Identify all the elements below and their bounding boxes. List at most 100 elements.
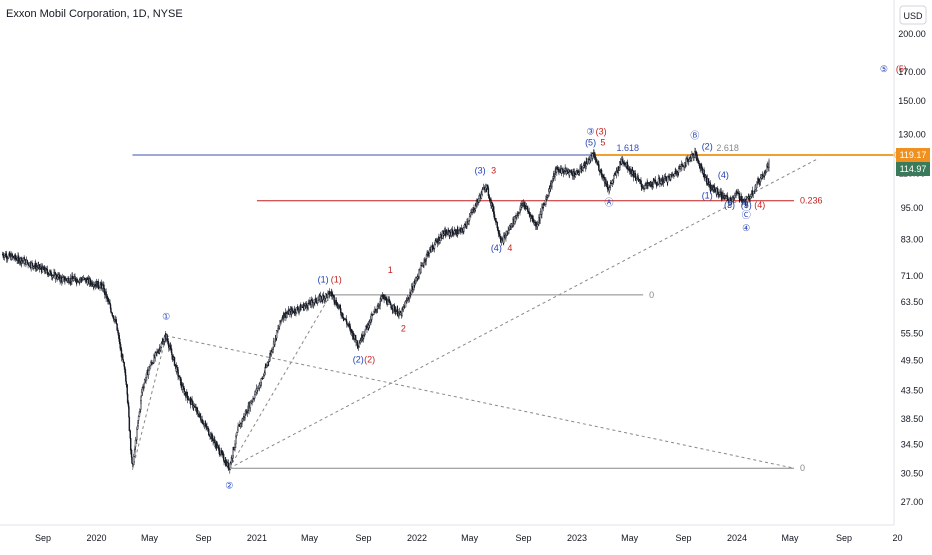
candle-body <box>217 445 220 448</box>
price-axis[interactable]: 200.00170.00150.00130.00110.0095.0083.00… <box>898 29 926 507</box>
candle-body <box>690 157 692 161</box>
candle-body <box>74 277 77 282</box>
candle-body <box>556 166 558 170</box>
y-tick-label: 30.50 <box>901 469 924 479</box>
candle-body <box>205 423 207 427</box>
x-tick-label: Sep <box>515 533 531 543</box>
candle-body <box>242 418 244 422</box>
wave-label: ① <box>162 311 170 321</box>
y-tick-label: 71.00 <box>901 271 924 281</box>
candle-body <box>709 189 712 191</box>
candle-body <box>87 279 89 285</box>
candle-body <box>582 165 585 168</box>
candle-body <box>350 329 353 333</box>
candle-body <box>140 391 143 397</box>
candle-body <box>585 161 588 164</box>
candle-body <box>125 381 127 385</box>
candle-body <box>364 325 367 330</box>
candle-body <box>199 413 201 417</box>
candle-body <box>495 218 497 223</box>
candle-body <box>275 330 278 339</box>
candle-body <box>549 188 551 192</box>
candle-body <box>174 364 177 366</box>
candle-body <box>218 453 221 455</box>
x-tick-label: 2021 <box>247 533 267 543</box>
candle-body <box>280 319 282 322</box>
candle-body <box>312 303 315 305</box>
candle-body <box>329 294 331 296</box>
candle-body <box>99 284 101 289</box>
y-tick-label: 43.50 <box>901 386 924 396</box>
candle-body <box>53 272 55 276</box>
candle-body <box>236 432 238 436</box>
candle-body <box>268 361 270 363</box>
candle-body <box>389 301 391 305</box>
candle-body <box>469 214 471 217</box>
fib-label: 1.618 <box>616 143 639 153</box>
candle-body <box>644 185 646 189</box>
wave-label: (2) <box>353 355 364 365</box>
candle-body <box>126 393 129 403</box>
candle-body <box>191 399 193 402</box>
candle-body <box>457 229 459 235</box>
candle-body <box>128 406 130 418</box>
candle-body <box>449 232 451 236</box>
currency-label: USD <box>903 11 923 21</box>
candle-body <box>393 306 396 312</box>
time-axis[interactable]: Sep 2020 May Sep 2021 May Sep 2022 May Sep 2023 May… <box>35 533 902 543</box>
candle-body <box>533 222 536 225</box>
candle-body <box>30 262 32 268</box>
candle-body <box>647 183 649 186</box>
candle-body <box>303 306 305 310</box>
candle-body <box>423 261 425 266</box>
candle-body <box>722 192 724 199</box>
candle-body <box>660 180 663 184</box>
candle-body <box>371 315 373 320</box>
chart-title: Exxon Mobil Corporation, 1D, NYSE <box>6 8 183 20</box>
candle-body <box>7 257 9 259</box>
candle-body <box>751 190 754 196</box>
wave-label: (5) <box>585 138 596 148</box>
currency-button[interactable]: USD <box>899 5 927 25</box>
candle-body <box>139 409 141 412</box>
x-tick-label: Sep <box>676 533 692 543</box>
candle-body <box>252 398 255 400</box>
candle-body <box>169 345 172 349</box>
price-badge-label: 114.97 <box>900 164 927 174</box>
candle-body <box>361 338 364 340</box>
candle-body <box>670 174 672 180</box>
candle-body <box>516 214 519 216</box>
dashed-trendline <box>166 335 795 469</box>
candle-body <box>18 257 20 263</box>
candle-body <box>129 438 132 451</box>
candle-body <box>496 227 499 231</box>
candle-body <box>696 154 698 159</box>
candle-body <box>172 356 175 358</box>
candle-body <box>501 239 503 241</box>
candle-body <box>116 323 118 331</box>
candle-body <box>676 170 678 175</box>
wave-label: ③ <box>587 127 595 137</box>
x-tick-label: 20 <box>892 533 902 543</box>
x-tick-label: May <box>301 533 319 543</box>
candle-body <box>624 162 626 165</box>
y-tick-label: 49.50 <box>901 355 924 365</box>
candle-body <box>763 172 766 174</box>
candle-body <box>607 188 609 191</box>
candle-body <box>596 161 598 165</box>
dashed-layer <box>131 158 818 470</box>
candle-body <box>108 301 110 304</box>
candle-body <box>62 277 64 282</box>
candle-body <box>488 195 490 199</box>
y-tick-label: 34.50 <box>901 440 924 450</box>
candle-body <box>453 230 456 234</box>
labels-layer: ①②(1) (1)12(2) (2)(3) 3(4) 4③ (3)(5) 5ⒶⒷ(2)(4)… <box>162 64 907 491</box>
candle-body <box>363 334 365 336</box>
candle-body <box>163 336 166 342</box>
candle-body <box>476 199 479 202</box>
wave-label: Ⓒ <box>742 210 751 220</box>
candle-body <box>227 462 230 470</box>
candle-body <box>50 270 52 276</box>
